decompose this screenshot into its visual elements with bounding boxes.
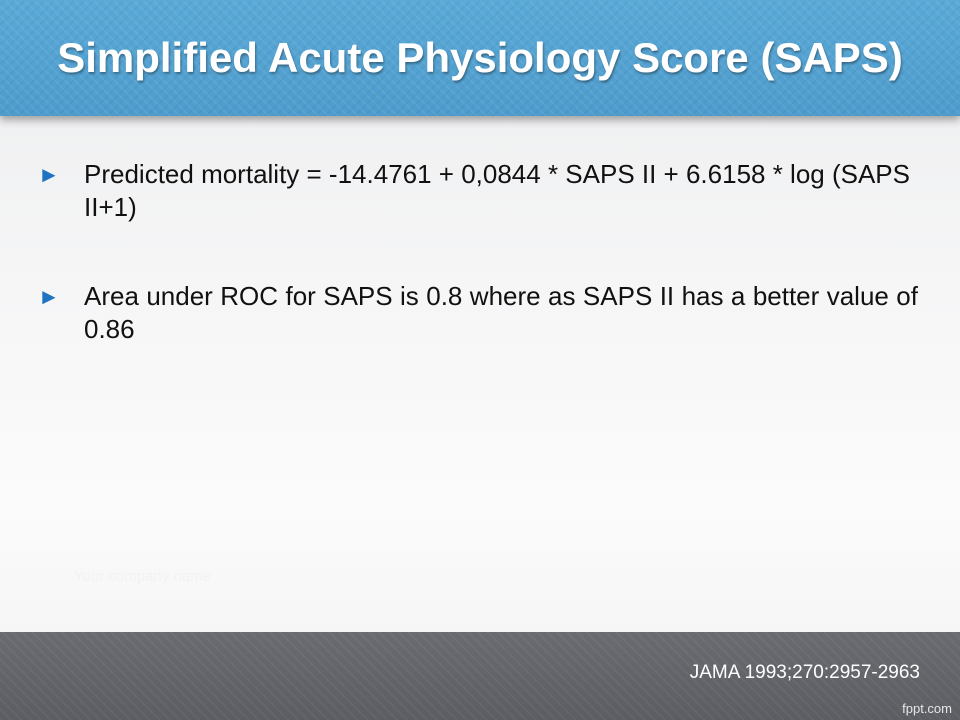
bullet-text: Predicted mortality = -14.4761 + 0,0844 … [84, 159, 910, 222]
triangle-bullet-icon: ► [38, 162, 60, 187]
title-banner: Simplified Acute Physiology Score (SAPS) [0, 0, 960, 116]
triangle-bullet-icon: ► [38, 284, 60, 309]
bullet-item-mortality-formula: ► Predicted mortality = -14.4761 + 0,084… [38, 158, 918, 224]
company-name-placeholder: Your company name [74, 568, 212, 585]
slide-title: Simplified Acute Physiology Score (SAPS) [57, 34, 903, 81]
footer-bar: JAMA 1993;270:2957-2963 fppt.com [0, 632, 960, 720]
bullet-list: ► Predicted mortality = -14.4761 + 0,084… [38, 158, 918, 402]
bullet-item-roc-area: ► Area under ROC for SAPS is 0.8 where a… [38, 280, 918, 346]
watermark-text: fppt.com [902, 701, 952, 716]
citation: JAMA 1993;270:2957-2963 [689, 662, 920, 683]
bullet-text: Area under ROC for SAPS is 0.8 where as … [84, 281, 918, 344]
